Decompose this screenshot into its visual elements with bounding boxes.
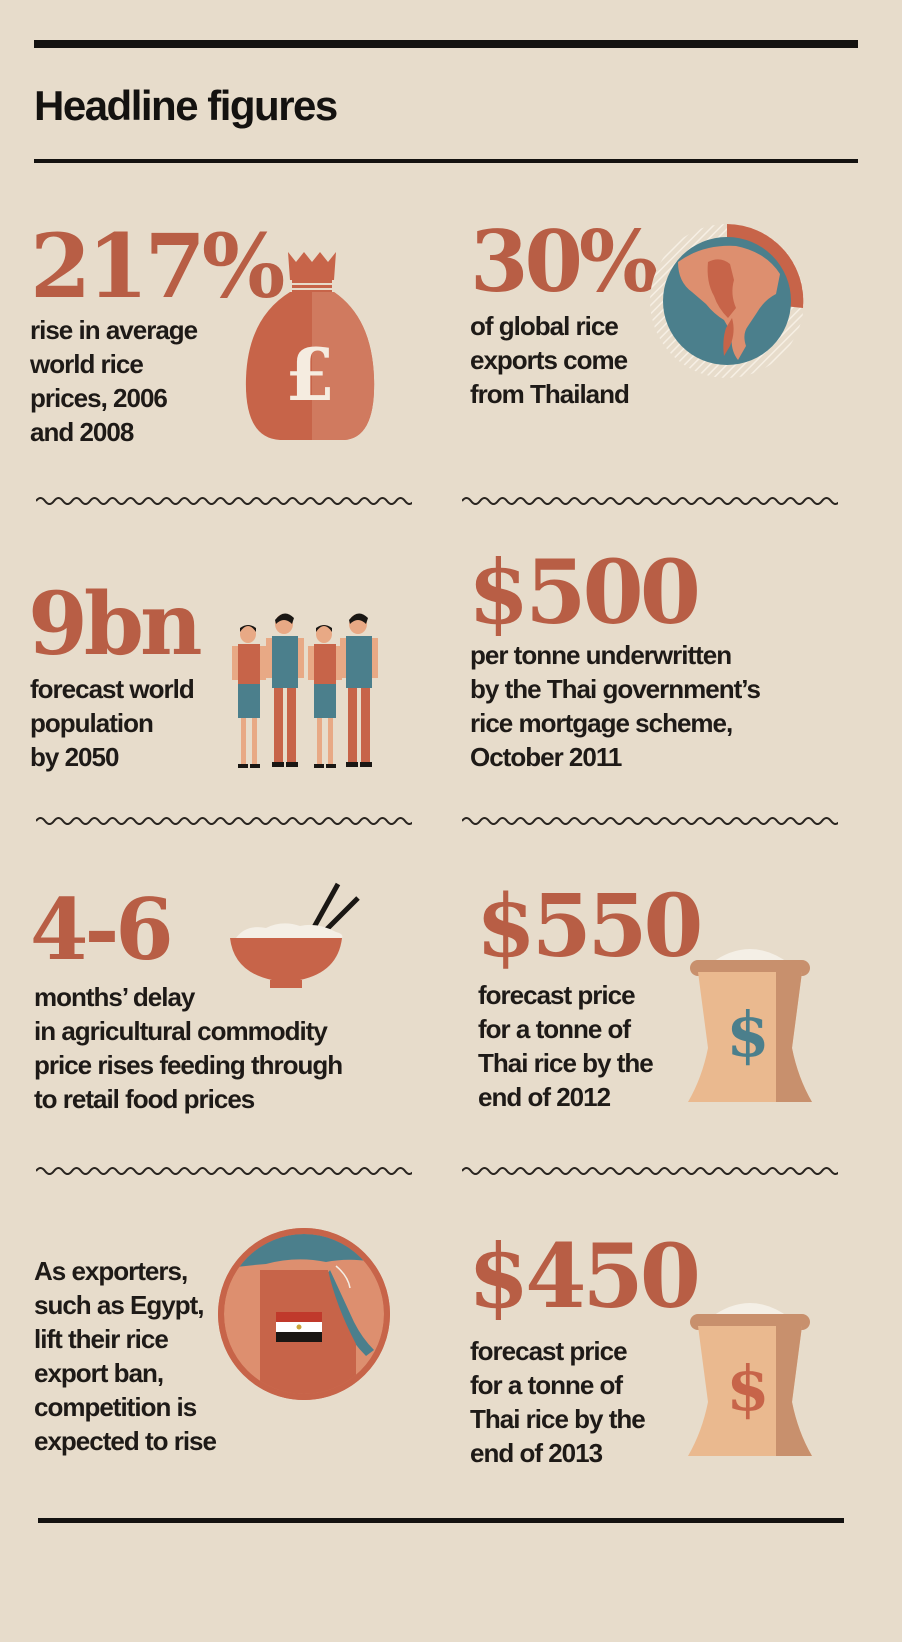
stat-text-4-6: months’ delay in agricultural commodity … <box>34 980 343 1116</box>
text-line: such as Egypt, <box>34 1290 204 1320</box>
text-line: expected to rise <box>34 1426 217 1456</box>
text-line: export ban, <box>34 1358 164 1388</box>
text-line: end of 2013 <box>470 1438 603 1468</box>
text-line: population <box>30 708 154 738</box>
svg-text:£: £ <box>285 332 335 417</box>
text-line: rise in average <box>30 315 198 345</box>
stat-text-217: rise in average world rice prices, 2006 … <box>30 313 198 449</box>
stat-figure-500: $500 <box>468 540 701 644</box>
text-line: by the Thai government’s <box>470 674 761 704</box>
stat-text-9bn: forecast world population by 2050 <box>30 672 195 774</box>
divider-wave <box>462 817 838 825</box>
stat-figure-9bn: 9bn <box>28 574 202 675</box>
stat-figure-550: $550 <box>476 876 703 977</box>
divider-wave <box>36 817 412 825</box>
stat-figure-217: 217% <box>30 214 285 318</box>
text-line: forecast price <box>470 1336 628 1366</box>
text-line: to retail food prices <box>34 1084 255 1114</box>
text-line: by 2050 <box>30 742 119 772</box>
text-line: for a tonne of <box>478 1014 631 1044</box>
stat-text-500: per tonne underwritten by the Thai gover… <box>470 638 761 774</box>
svg-text:$: $ <box>726 1352 769 1425</box>
page-title: Headline figures <box>34 82 338 129</box>
text-line: rice mortgage scheme, <box>470 708 733 738</box>
text-line: price rises feeding through <box>34 1050 343 1080</box>
header-rule <box>34 159 858 163</box>
divider-wave <box>36 497 412 505</box>
divider-wave <box>462 497 838 505</box>
thailand-globe-icon <box>650 224 804 378</box>
divider-wave <box>462 1167 838 1175</box>
text-line: exports come <box>470 345 628 375</box>
stat-figure-30: 30% <box>470 212 659 311</box>
text-line: As exporters, <box>34 1256 188 1286</box>
rice-bowl-chopsticks-icon <box>230 882 360 988</box>
rice-sack-dollar-icon: $ <box>688 1303 812 1456</box>
text-line: world rice <box>30 349 144 379</box>
bottom-rule <box>38 1518 844 1523</box>
text-line: for a tonne of <box>470 1370 623 1400</box>
text-line: from Thailand <box>470 379 630 409</box>
text-line: in agricultural commodity <box>34 1016 328 1046</box>
text-line: lift their rice <box>34 1324 169 1354</box>
text-line: Thai rice by the <box>478 1048 654 1078</box>
stat-text-550: forecast price for a tonne of Thai rice … <box>478 978 654 1114</box>
text-line: of global rice <box>470 311 619 341</box>
money-bag-pound-icon: £ <box>245 252 375 440</box>
text-line: per tonne underwritten <box>470 640 732 670</box>
text-line: forecast price <box>478 980 636 1010</box>
text-line: forecast world <box>30 674 195 704</box>
text-line: competition is <box>34 1392 197 1422</box>
rice-sack-dollar-icon: $ <box>688 949 812 1102</box>
stat-figure-450: $450 <box>468 1224 701 1328</box>
stat-text-egypt: As exporters, such as Egypt, lift their … <box>34 1254 217 1458</box>
people-icon <box>232 613 378 768</box>
text-line: prices, 2006 <box>30 383 168 413</box>
divider-wave <box>36 1167 412 1175</box>
text-line: October 2011 <box>470 742 622 772</box>
text-line: Thai rice by the <box>470 1404 646 1434</box>
svg-text:$: $ <box>726 998 769 1071</box>
text-line: and 2008 <box>30 417 134 447</box>
top-rule <box>34 40 858 48</box>
text-line: months’ delay <box>34 982 195 1012</box>
text-line: end of 2012 <box>478 1082 611 1112</box>
stat-figure-4-6: 4-6 <box>30 880 174 979</box>
stat-text-30: of global rice exports come from Thailan… <box>470 309 630 411</box>
stat-text-450: forecast price for a tonne of Thai rice … <box>470 1334 646 1470</box>
egypt-map-icon <box>218 1228 390 1400</box>
